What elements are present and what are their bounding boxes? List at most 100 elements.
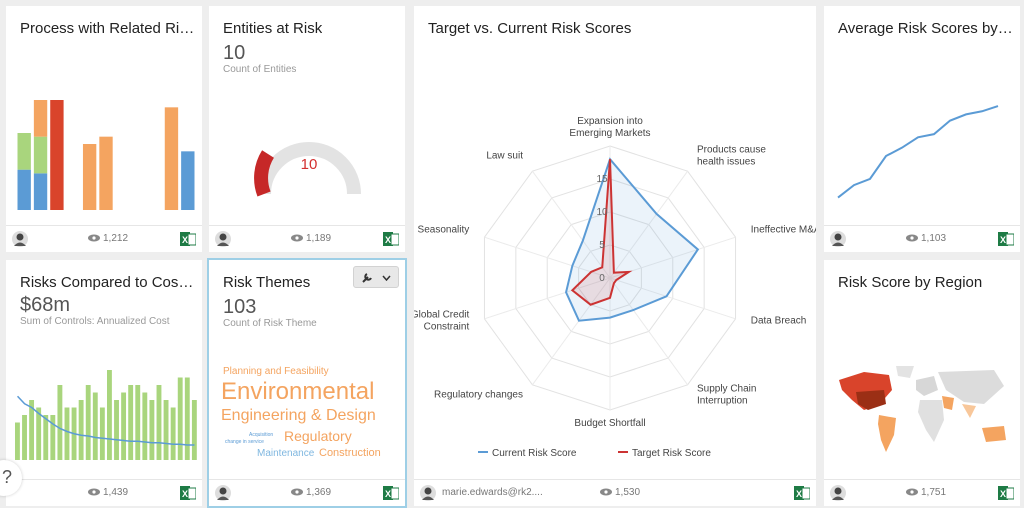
view-count: 1,369 — [291, 487, 331, 498]
view-count-value: 1,212 — [103, 233, 129, 244]
word-maintenance[interactable]: Maintenance — [257, 448, 315, 459]
card-title: Target vs. Current Risk Scores — [428, 20, 632, 37]
target-risk-series[interactable] — [570, 159, 633, 306]
word-change[interactable]: change in service — [225, 439, 264, 445]
bar-segment[interactable] — [82, 144, 97, 210]
word-environmental[interactable]: Environmental — [221, 378, 375, 405]
avatar[interactable] — [215, 231, 231, 247]
cost-bar[interactable] — [142, 392, 148, 461]
cost-bar[interactable] — [107, 370, 112, 460]
bar-segment[interactable] — [164, 107, 179, 210]
map-greenland[interactable] — [896, 366, 914, 378]
card-risks-compared-cost[interactable]: Risks Compared to Cost o... $68m Sum of … — [6, 260, 202, 506]
cost-bar[interactable] — [170, 407, 176, 461]
map-south-asia[interactable] — [962, 404, 976, 418]
excel-icon[interactable]: X — [180, 485, 196, 501]
card-footer: 1,189 X — [209, 225, 405, 252]
cost-bar[interactable] — [128, 385, 134, 460]
bar-segment[interactable] — [99, 136, 113, 210]
card-risk-themes[interactable]: Risk Themes 103 Count of Risk Theme Plan… — [209, 260, 405, 506]
card-average-risk-scores[interactable]: Average Risk Scores by Pr... 1,103 X — [824, 6, 1020, 252]
cost-bar[interactable] — [184, 377, 190, 461]
eye-icon — [600, 488, 612, 496]
current-risk-series[interactable] — [565, 157, 700, 322]
radar-spoke — [609, 277, 736, 320]
avatar[interactable] — [12, 231, 28, 247]
card-title: Risk Themes — [223, 274, 311, 291]
bar-segment[interactable] — [17, 169, 31, 210]
cost-bar[interactable] — [78, 400, 84, 460]
cost-bar[interactable] — [22, 415, 27, 460]
card-process-related-risks[interactable]: Process with Related Risks 1,212 X — [6, 6, 202, 252]
legend-label[interactable]: Current Risk Score — [492, 448, 577, 459]
map-middle-east[interactable] — [942, 396, 954, 410]
cost-bar[interactable] — [50, 415, 56, 460]
map-europe[interactable] — [916, 376, 938, 396]
excel-icon[interactable]: X — [998, 231, 1014, 247]
excel-icon[interactable]: X — [180, 231, 196, 247]
card-entities-at-risk[interactable]: Entities at Risk 10 Count of Entities 10… — [209, 6, 405, 252]
cost-bar[interactable] — [156, 385, 162, 460]
cost-bar[interactable] — [99, 407, 105, 461]
svg-text:X: X — [1000, 235, 1006, 245]
legend-label[interactable]: Target Risk Score — [632, 448, 711, 459]
bar-segment[interactable] — [33, 100, 48, 137]
view-count-value: 1,189 — [306, 233, 332, 244]
card-footer: 1,369 X — [209, 479, 405, 506]
risk-line[interactable] — [16, 395, 195, 446]
bar-segment[interactable] — [33, 136, 48, 174]
bar-segment[interactable] — [50, 100, 64, 210]
cost-bar[interactable] — [43, 415, 49, 460]
radar-spoke — [609, 170, 688, 279]
bar-segment[interactable] — [17, 133, 31, 170]
cost-bar[interactable] — [149, 400, 155, 460]
avatar[interactable] — [830, 485, 846, 501]
avatar[interactable] — [215, 485, 231, 501]
bar-segment[interactable] — [181, 151, 195, 210]
excel-icon[interactable]: X — [794, 485, 810, 501]
avatar[interactable] — [420, 485, 436, 501]
word-engineering[interactable]: Engineering & Design — [221, 407, 376, 424]
word-acquisition[interactable]: Acquisition — [249, 432, 274, 438]
card-title: Entities at Risk — [223, 20, 323, 37]
card-options-button[interactable] — [353, 266, 399, 288]
cost-bar[interactable] — [163, 400, 169, 460]
bar-segment[interactable] — [33, 173, 48, 210]
word-regulatory[interactable]: Regulatory — [284, 428, 352, 444]
series-line[interactable] — [837, 105, 999, 199]
map-australia[interactable] — [982, 426, 1006, 442]
card-risk-score-region[interactable]: Risk Score by Region 1,751 X — [824, 260, 1020, 506]
cost-bar[interactable] — [36, 407, 42, 461]
kpi-value: 10 — [223, 42, 246, 64]
card-target-vs-current[interactable]: Target vs. Current Risk Scores 0 5 10 15 Exp… — [414, 6, 816, 506]
avatar[interactable] — [830, 231, 846, 247]
svg-text:X: X — [796, 489, 802, 499]
help-button[interactable]: ? — [0, 460, 22, 496]
eye-icon — [906, 488, 918, 496]
map-usa[interactable] — [856, 390, 886, 410]
cost-bar[interactable] — [177, 377, 183, 461]
cost-bar[interactable] — [64, 407, 70, 461]
cost-bar[interactable] — [92, 392, 98, 461]
cost-bar[interactable] — [15, 422, 20, 461]
cost-bar[interactable] — [191, 400, 197, 460]
map-asia[interactable] — [938, 370, 1004, 404]
word-construction[interactable]: Construction — [319, 447, 381, 459]
view-count-value: 1,751 — [921, 487, 947, 498]
cost-bar[interactable] — [121, 392, 127, 461]
cost-bar[interactable] — [135, 385, 141, 460]
eye-icon — [291, 234, 303, 242]
cost-bar[interactable] — [29, 400, 35, 460]
excel-icon[interactable]: X — [998, 485, 1014, 501]
word-planning[interactable]: Planning and Feasibility — [223, 366, 329, 377]
excel-icon[interactable]: X — [383, 485, 399, 501]
excel-icon[interactable]: X — [383, 231, 399, 247]
cost-bar[interactable] — [85, 385, 91, 460]
map-africa[interactable] — [918, 400, 944, 442]
kpi-subtitle: Count of Risk Theme — [223, 318, 317, 329]
cost-bar[interactable] — [114, 400, 119, 460]
radar-tick-label: 10 — [596, 207, 608, 218]
map-south-america[interactable] — [878, 415, 896, 452]
card-footer: marie.edwards@rk2.... 1,530 X — [414, 479, 816, 506]
cost-bar[interactable] — [57, 385, 63, 460]
